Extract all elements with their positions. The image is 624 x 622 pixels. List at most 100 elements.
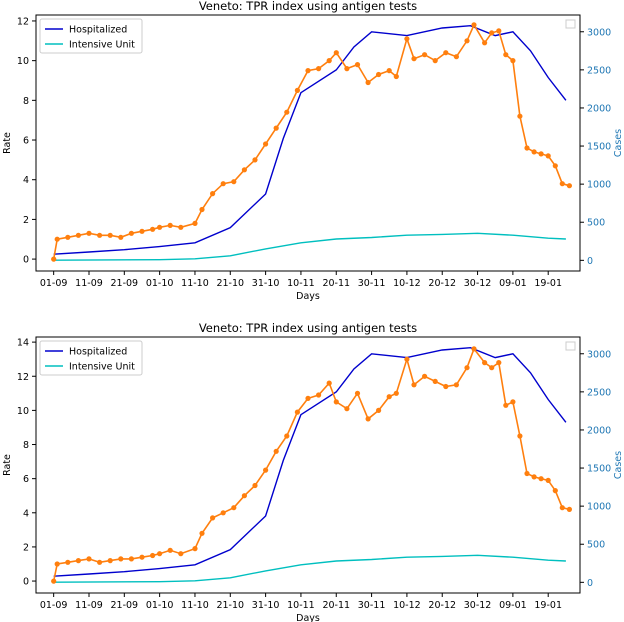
data-point: [107, 558, 113, 564]
data-point: [86, 556, 92, 562]
x-tick-label: 21-09: [111, 600, 139, 611]
empty-legend-box: [565, 341, 576, 351]
data-point: [65, 234, 71, 240]
data-point: [97, 232, 103, 238]
x-tick-label: 01-10: [146, 278, 174, 289]
x-axis-label: Days: [296, 291, 320, 302]
x-axis-label: Days: [296, 613, 320, 622]
y-left-axis-label: Rate: [2, 132, 13, 154]
data-point: [210, 191, 216, 197]
series-line-hospitalized: [53, 346, 567, 577]
x-tick-label: 30-12: [464, 600, 492, 611]
data-point: [192, 546, 198, 552]
data-point: [422, 373, 428, 379]
data-point: [545, 153, 551, 159]
data-point: [263, 467, 269, 473]
y-right-tick-label: 2000: [587, 103, 611, 114]
data-point: [386, 394, 392, 400]
y-right-axis-label: Cases: [613, 451, 624, 479]
data-point: [294, 87, 300, 93]
x-tick-label: 01-10: [146, 600, 174, 611]
y-left-axis-label: Rate: [2, 454, 13, 476]
series-line-hospitalized: [53, 24, 567, 255]
data-point: [531, 149, 537, 155]
data-point: [489, 365, 495, 371]
y-left-tick-label: 0: [23, 577, 29, 588]
legend-box: [39, 18, 143, 54]
data-point: [263, 141, 269, 147]
data-point: [167, 222, 173, 228]
x-tick-label: 20-12: [428, 600, 456, 611]
x-tick-label: 09-01: [499, 600, 527, 611]
data-point: [510, 58, 516, 64]
series-line-intensive-unit: [53, 232, 566, 261]
data-point: [252, 482, 258, 489]
y-left-tick-label: 10: [17, 56, 29, 67]
legend-label: Hospitalized: [69, 347, 127, 358]
data-point: [471, 346, 477, 352]
data-point: [86, 230, 92, 236]
data-point: [496, 360, 502, 366]
data-point: [386, 68, 392, 74]
data-point: [552, 163, 558, 169]
chart-panel-bottom: 01-09 11-09 21-09 01-10 11-10 21-10 31-10 10-11…: [2, 321, 624, 622]
y-right-tick-label: 1000: [587, 502, 611, 513]
y-left-tick-label: 12: [17, 372, 29, 383]
series-line-intensive-unit: [53, 554, 566, 583]
x-tick-label: 11-09: [75, 600, 103, 611]
y-left-tick-label: 0: [23, 255, 29, 266]
x-tick-label: 21-10: [216, 278, 244, 289]
data-point: [326, 58, 332, 64]
data-point: [443, 50, 449, 56]
series-line-tpr-rate: [52, 23, 570, 260]
data-point: [157, 551, 163, 557]
data-point: [365, 416, 371, 422]
data-point: [482, 360, 488, 366]
data-point: [252, 157, 258, 163]
x-tick-label: 20-12: [428, 278, 456, 289]
data-point: [517, 113, 523, 119]
x-tick-label: 10-11: [287, 600, 315, 611]
y-right-axis-label: Cases: [613, 129, 624, 157]
data-point: [552, 488, 558, 494]
data-point: [118, 556, 124, 562]
y-left-tick-label: 2: [23, 215, 29, 226]
data-point: [157, 224, 163, 230]
plot-frame: [35, 336, 581, 594]
x-tick-label: 19-01: [534, 278, 562, 289]
x-tick-label: 01-09: [40, 600, 68, 611]
data-point: [220, 510, 226, 516]
data-point: [305, 395, 311, 401]
y-left-tick-label: 8: [23, 96, 29, 107]
y-left-tick-label: 8: [23, 440, 29, 451]
series-line-tpr-rate: [52, 347, 570, 582]
x-tick-label: 01-09: [40, 278, 68, 289]
data-point: [344, 66, 350, 72]
chart-title: Veneto: TPR index using antigen tests: [199, 321, 417, 335]
x-tick-label: 30-12: [464, 278, 492, 289]
x-tick-label: 10-12: [393, 600, 421, 611]
data-point: [422, 52, 428, 58]
data-point: [443, 383, 449, 390]
data-point: [496, 28, 502, 34]
legend-box: [39, 340, 143, 376]
data-point: [231, 179, 237, 185]
data-point: [365, 79, 371, 86]
data-point: [566, 183, 573, 189]
data-point: [566, 506, 573, 512]
data-point: [538, 476, 544, 482]
data-point: [210, 515, 216, 521]
data-point: [54, 561, 60, 567]
data-point: [411, 382, 417, 388]
data-point: [167, 547, 173, 553]
y-left-tick-label: 6: [23, 136, 29, 147]
plot-frame: [35, 14, 581, 272]
data-point: [517, 433, 523, 439]
data-point: [199, 530, 205, 536]
x-tick-label: 09-01: [499, 278, 527, 289]
x-tick-label: 31-10: [252, 278, 280, 289]
y-left-tick-label: 10: [17, 406, 29, 417]
legend: Hospitalized Intensive Unit: [39, 340, 143, 376]
data-point: [453, 382, 459, 388]
chart-title: Veneto: TPR index using antigen tests: [199, 0, 417, 13]
